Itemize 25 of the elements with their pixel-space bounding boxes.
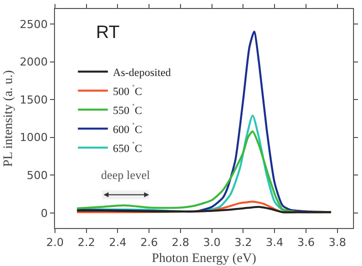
annotation: RT	[96, 22, 120, 42]
y-axis-title: PL intensity (a. u.)	[0, 70, 15, 167]
y-tick-label: 1500	[20, 93, 48, 106]
x-axis-title: Photon Energy (eV)	[152, 250, 256, 265]
x-tick-label: 2.6	[140, 236, 158, 250]
x-tick-label: 2.0	[46, 236, 64, 250]
x-tick-label: 3.2	[234, 236, 252, 250]
x-tick-label: 3.8	[328, 236, 346, 250]
y-tick-label: 500	[26, 168, 48, 182]
y-tick-label: 2500	[20, 18, 48, 31]
y-tick-label: 0	[40, 206, 48, 220]
legend-label: 550 $^{˚}$C	[112, 102, 142, 117]
x-tick-label: 2.2	[78, 236, 96, 250]
legend-label: 650 $^{˚}$C	[112, 140, 142, 155]
x-tick-label: 3.0	[203, 236, 221, 250]
legend-label: 600 $^{˚}$C	[112, 121, 142, 136]
x-tick-label: 2.8	[172, 236, 190, 250]
y-tick-label: 2000	[20, 56, 48, 69]
band-label: deep level	[101, 168, 151, 182]
x-tick-label: 3.4	[266, 236, 284, 250]
x-tick-label: 2.4	[108, 236, 126, 250]
legend-label: 500 $^{˚}$C	[112, 83, 142, 98]
y-tick-label: 1000	[20, 131, 48, 144]
x-tick-label: 3.6	[297, 236, 315, 250]
legend-label: As-deposited	[112, 66, 172, 79]
